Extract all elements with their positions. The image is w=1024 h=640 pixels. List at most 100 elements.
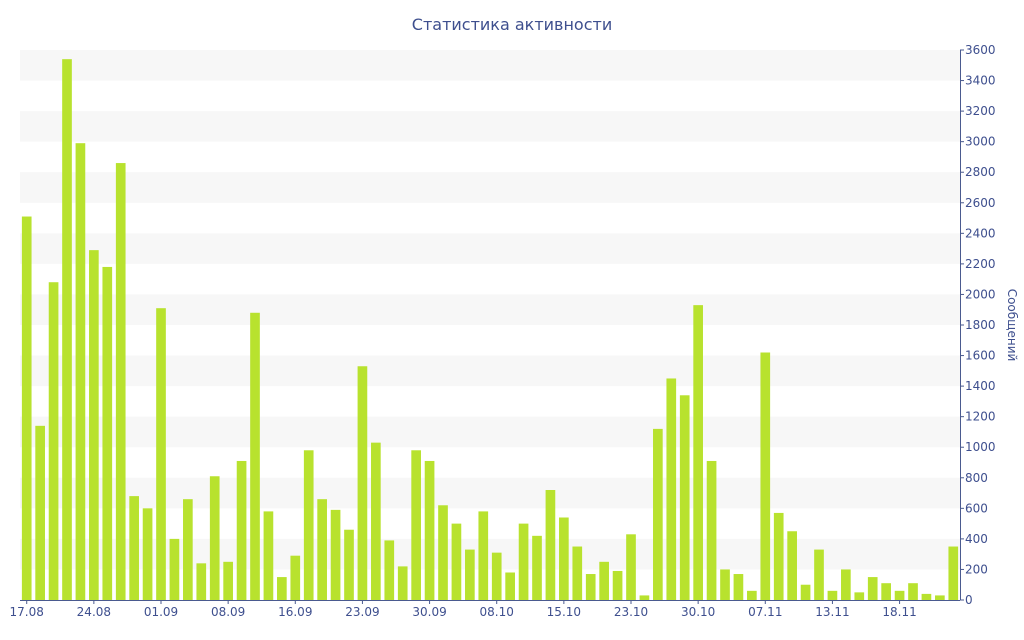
x-tick-label: 30.10 <box>681 605 715 619</box>
bar[interactable] <box>344 529 354 600</box>
x-tick-label: 23.09 <box>345 605 379 619</box>
bar[interactable] <box>89 250 99 600</box>
bar[interactable] <box>451 523 462 600</box>
y-tick-label: 2000 <box>965 287 996 301</box>
grid-band <box>20 416 960 448</box>
bar[interactable] <box>908 583 918 600</box>
bar[interactable] <box>881 583 891 600</box>
bar[interactable] <box>545 490 556 600</box>
x-tick-label: 16.09 <box>278 605 312 619</box>
grid-band <box>20 477 960 509</box>
bar[interactable] <box>894 590 905 600</box>
y-tick-label: 800 <box>965 471 988 485</box>
x-tick-label: 01.09 <box>144 605 178 619</box>
bar[interactable] <box>612 570 623 600</box>
bar[interactable] <box>706 460 717 600</box>
bar[interactable] <box>800 584 811 600</box>
bar[interactable] <box>599 561 609 600</box>
bar[interactable] <box>236 460 247 600</box>
bar[interactable] <box>921 593 932 600</box>
bar[interactable] <box>653 428 663 600</box>
bar[interactable] <box>223 561 233 600</box>
bar[interactable] <box>115 163 126 600</box>
x-tick-label: 17.08 <box>10 605 44 619</box>
y-tick-label: 2400 <box>965 226 996 240</box>
y-tick-label: 3400 <box>965 74 996 88</box>
bar[interactable] <box>48 282 59 600</box>
bar[interactable] <box>572 546 583 600</box>
y-tick-label: 1600 <box>965 349 996 363</box>
bar[interactable] <box>263 511 274 600</box>
bar[interactable] <box>478 511 489 600</box>
bar[interactable] <box>438 505 448 600</box>
bar[interactable] <box>129 496 139 600</box>
bar[interactable] <box>142 508 153 600</box>
bar[interactable] <box>102 266 113 600</box>
y-tick-label: 400 <box>965 532 988 546</box>
bar[interactable] <box>505 572 515 601</box>
x-tick-label: 07.11 <box>748 605 782 619</box>
bar[interactable] <box>559 517 569 601</box>
bar[interactable] <box>760 352 771 601</box>
x-tick-label: 15.10 <box>547 605 581 619</box>
bar[interactable] <box>384 540 395 600</box>
bar[interactable] <box>733 574 744 600</box>
y-tick-label: 3000 <box>965 135 996 149</box>
bar[interactable] <box>948 546 959 600</box>
bar[interactable] <box>250 312 260 600</box>
chart-title: Статистика активности <box>411 15 613 34</box>
bar[interactable] <box>693 305 703 600</box>
bar[interactable] <box>183 499 193 600</box>
bar[interactable] <box>317 499 327 600</box>
bar[interactable] <box>854 592 865 600</box>
bar[interactable] <box>814 549 824 600</box>
bar[interactable] <box>491 552 502 600</box>
bar[interactable] <box>303 450 314 600</box>
bar[interactable] <box>532 535 542 600</box>
bar[interactable] <box>209 476 220 600</box>
bar[interactable] <box>21 216 32 600</box>
bar[interactable] <box>827 590 838 600</box>
bar[interactable] <box>773 512 784 600</box>
x-tick-label: 08.09 <box>211 605 245 619</box>
bar[interactable] <box>371 442 381 600</box>
bar[interactable] <box>330 509 341 600</box>
x-tick-label: 18.11 <box>882 605 916 619</box>
bar[interactable] <box>841 569 851 600</box>
y-tick-label: 200 <box>965 562 988 576</box>
grid-band <box>20 50 960 81</box>
bar[interactable] <box>156 308 166 600</box>
y-tick-label: 1200 <box>965 410 996 424</box>
bar[interactable] <box>935 595 945 600</box>
bar[interactable] <box>277 577 287 600</box>
bar[interactable] <box>357 366 368 600</box>
y-tick-label: 600 <box>965 501 988 515</box>
bar[interactable] <box>411 450 421 600</box>
bar[interactable] <box>666 378 677 600</box>
bar[interactable] <box>518 523 529 600</box>
y-tick-label: 3200 <box>965 104 996 118</box>
bar[interactable] <box>747 590 757 600</box>
bar[interactable] <box>75 143 86 600</box>
y-tick-label: 2600 <box>965 196 996 210</box>
bar[interactable] <box>867 577 878 600</box>
bar[interactable] <box>679 395 690 600</box>
bar[interactable] <box>196 563 207 600</box>
bar[interactable] <box>424 460 435 600</box>
bar[interactable] <box>465 549 475 600</box>
x-tick-label: 23.10 <box>614 605 648 619</box>
bar[interactable] <box>62 59 72 601</box>
bar[interactable] <box>787 531 797 600</box>
bar[interactable] <box>35 425 45 600</box>
bar[interactable] <box>169 538 180 600</box>
x-tick-label: 08.10 <box>480 605 514 619</box>
grid-band <box>20 233 960 264</box>
bar[interactable] <box>639 595 650 600</box>
grid-band <box>20 294 960 325</box>
bar[interactable] <box>397 566 408 600</box>
bar[interactable] <box>290 555 301 600</box>
bar[interactable] <box>626 534 636 600</box>
bar[interactable] <box>585 574 596 600</box>
bar[interactable] <box>720 569 730 600</box>
bars <box>21 59 959 601</box>
